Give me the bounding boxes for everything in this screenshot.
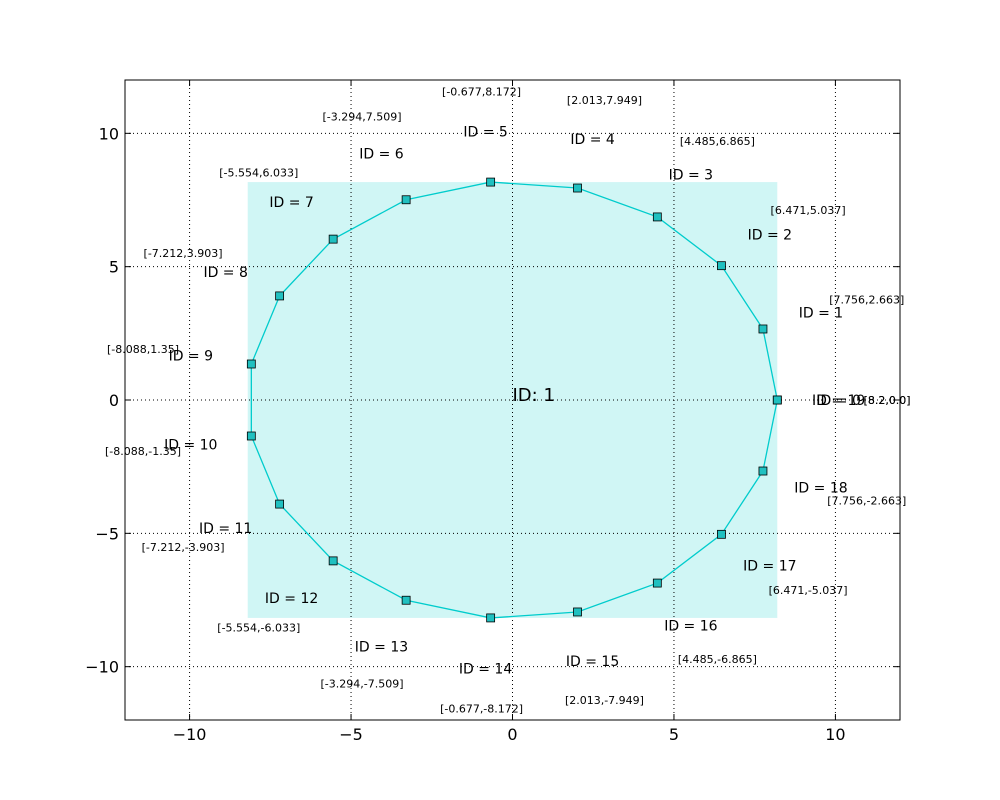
point-coord-label: [2.013,7.949] [567,94,642,107]
data-point-marker [652,212,662,222]
data-point-marker [772,395,782,405]
point-coord-label: [8.2,0.0] [864,394,911,407]
data-point-marker [486,613,496,623]
point-id-label: ID = 19 [812,393,865,409]
y-tick-label: 0 [109,391,119,410]
data-point-marker [652,578,662,588]
point-coord-label: [-0.677,8.172] [442,86,521,99]
data-point-marker [246,359,256,369]
series-line [250,181,778,619]
point-id-label: ID = 15 [566,654,619,670]
grid-layer [125,80,900,720]
point-coord-label: [4.485,-6.865] [678,653,757,666]
point-id-label: ID = 16 [664,618,717,634]
point-coord-label: [2.013,-7.949] [565,694,644,707]
point-id-label: ID = 13 [355,640,408,656]
data-point-marker [573,607,582,617]
point-id-label: ID = 11 [199,521,252,537]
point-id-label: ID = 12 [265,591,318,607]
point-coord-label: [-7.212,-3.903] [142,541,225,554]
point-id-label: ID = 7 [269,195,313,211]
point-coord-label: [-5.554,-6.033] [217,622,300,635]
point-id-label: ID = 0 [816,393,860,409]
y-tick-label: 5 [109,258,119,277]
point-id-label: ID = 17 [743,558,796,574]
x-tick-label: 5 [669,725,679,744]
data-point-marker [717,261,726,271]
point-coord-label: [-3.294,7.509] [323,111,402,124]
labels-layer: ID = 0 [8.2,0.0] ID = 1[7.756,2.663] ID = 2… [105,86,911,716]
y-tick-label: 10 [99,124,119,143]
y-tick-label: −5 [95,524,119,543]
point-coord-label: [4.485,6.865] [680,135,755,148]
data-point-marker [758,324,768,334]
data-point-marker [246,431,256,441]
data-point-marker [275,291,285,301]
data-point-marker [401,195,411,205]
point-coord-label: [6.471,5.037] [771,204,846,217]
point-coord-label: [-3.294,-7.509] [321,677,404,690]
data-point-marker [275,499,285,509]
point-id-label: ID = 4 [570,132,615,148]
data-point-marker [758,466,768,476]
point-id-label: ID = 1 [799,306,843,322]
point-id-label: ID = 3 [669,168,713,184]
point-coord-label: [-7.212,3.903] [144,247,223,260]
x-tick-label: −10 [173,725,207,744]
point-id-label: ID = 5 [463,125,507,141]
polyline-layer [250,181,778,619]
point-coord-label: [7.756,2.663] [829,294,904,307]
center-label: ID: 1 [513,385,555,406]
markers-layer [246,177,782,623]
axes-layer: −10 −5 0 5 10 −10 −5 0 5 10 [85,79,901,744]
x-tick-label: −5 [339,725,363,744]
point-coord-label: [-5.554,6.033] [219,166,298,179]
x-tick-label: 10 [825,725,845,744]
point-id-label: ID = 8 [203,265,247,281]
data-point-marker [573,183,582,193]
point-id-label: ID = 18 [794,480,847,496]
x-tick-label: 0 [507,725,517,744]
point-id-label: ID = 2 [748,228,792,244]
point-coord-label: [8.2,0.0] [864,394,911,407]
data-point-marker [328,556,338,566]
point-coord-label: [6.471,-5.037] [769,584,848,597]
data-point-marker [401,595,411,605]
point-id-label: ID = 9 [169,349,213,365]
point-coord-label: [-8.088,1.35] [107,343,179,356]
point-id-label: ID = 6 [359,146,404,162]
data-point-marker [328,234,338,244]
data-point-marker [717,529,726,539]
point-coord-label: [-0.677,-8.172] [440,702,523,715]
y-tick-label: −10 [85,658,119,677]
point-coord-label: [-8.088,-1.35] [105,445,181,458]
point-id-label: ID = 10 [164,437,217,453]
point-coord-label: [7.756,-2.663] [827,494,906,507]
point-id-label: ID = 14 [459,661,512,677]
data-point-marker [486,177,496,187]
